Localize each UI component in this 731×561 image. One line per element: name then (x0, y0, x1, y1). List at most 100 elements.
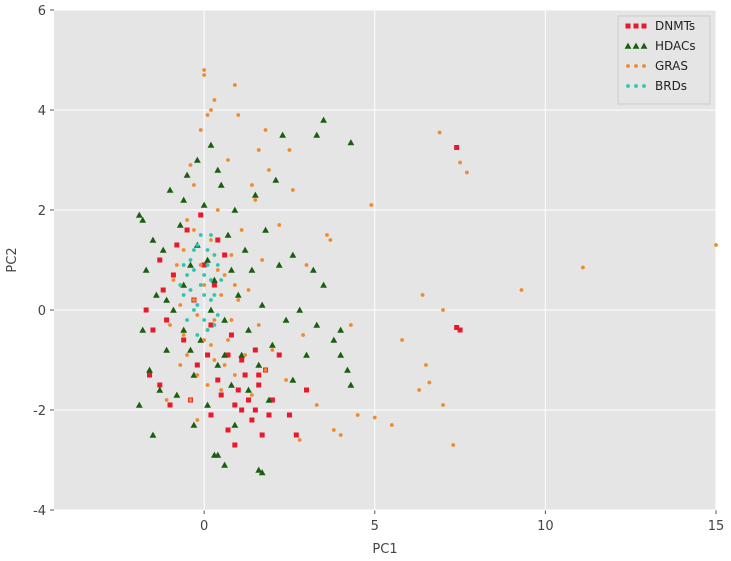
legend-marker-brds (642, 84, 646, 88)
data-point-dnmts (218, 392, 224, 398)
data-point-dnmts (150, 327, 156, 333)
series-brds (178, 233, 224, 337)
legend-marker-dnmts (633, 23, 639, 29)
data-point-brds (198, 283, 203, 287)
data-point-gras (205, 113, 210, 117)
data-point-brds (192, 308, 196, 312)
data-point-hdacs (166, 186, 174, 193)
data-point-dnmts (239, 407, 245, 413)
data-point-dnmts (239, 357, 245, 363)
legend-marker-hdacs (640, 42, 648, 49)
data-point-gras (232, 373, 237, 377)
data-point-hdacs (163, 346, 171, 353)
data-point-hdacs (207, 141, 215, 148)
y-tick-label: 4 (38, 104, 46, 119)
data-point-dnmts (276, 352, 282, 358)
data-point-gras (209, 238, 213, 242)
data-point-gras (284, 378, 288, 382)
data-point-hdacs (221, 316, 229, 323)
legend: DNMTs HDACs GRAS BRDs (617, 15, 711, 105)
data-point-gras (417, 388, 422, 392)
data-point-hdacs (309, 266, 317, 273)
data-point-hdacs (210, 276, 218, 283)
data-point-hdacs (289, 376, 297, 383)
data-point-gras (301, 333, 306, 337)
data-point-gras (287, 148, 292, 152)
data-point-dnmts (215, 377, 221, 383)
legend-label-dnmts: DNMTs (655, 19, 695, 33)
data-point-dnmts (157, 257, 163, 263)
grid-lines (50, 9, 717, 514)
data-point-hdacs (289, 251, 297, 258)
data-point-gras (304, 263, 309, 267)
data-point-hdacs (347, 139, 355, 146)
data-point-hdacs (180, 326, 188, 333)
data-point-gras (519, 288, 524, 292)
data-point-hdacs (214, 361, 222, 368)
data-point-hdacs (207, 306, 215, 313)
data-point-hdacs (139, 326, 147, 333)
data-point-brds (202, 293, 207, 297)
data-point-hdacs (156, 386, 164, 393)
data-point-brds (195, 243, 200, 247)
data-point-gras (226, 338, 230, 342)
legend-marker-dnmts (641, 23, 647, 29)
x-tick-label: 10 (537, 519, 554, 534)
legend-item-gras: GRAS (626, 59, 688, 73)
data-point-gras (212, 98, 217, 102)
x-tick-label: 0 (200, 519, 208, 534)
data-point-hdacs (245, 386, 252, 393)
data-point-gras (212, 318, 217, 322)
data-point-hdacs (255, 466, 263, 473)
data-point-dnmts (147, 372, 153, 378)
legend-marker-brds (634, 84, 638, 88)
y-tick-label: -2 (33, 404, 46, 419)
data-point-gras (178, 363, 183, 367)
data-point-gras (232, 283, 237, 287)
data-point-gras (424, 363, 428, 367)
data-point-gras (229, 253, 234, 257)
x-axis-label: PC1 (372, 542, 397, 557)
data-point-gras (263, 128, 268, 132)
data-point-gras (198, 263, 203, 267)
data-point-brds (192, 248, 196, 252)
data-point-hdacs (296, 306, 304, 313)
data-point-dnmts (252, 407, 258, 413)
legend-marker-dnmts (625, 23, 631, 29)
data-point-gras (185, 353, 189, 357)
data-point-dnmts (256, 372, 262, 378)
data-point-brds (205, 328, 210, 332)
data-point-hdacs (320, 116, 327, 123)
data-point-gras (195, 313, 200, 317)
data-point-hdacs (279, 131, 287, 138)
legend-marker-gras (626, 64, 630, 68)
data-point-hdacs (330, 336, 338, 343)
data-point-dnmts (225, 352, 231, 358)
data-point-dnmts (164, 317, 170, 323)
data-point-dnmts (143, 307, 149, 313)
data-point-brds (212, 323, 217, 327)
data-point-hdacs (187, 346, 194, 353)
data-point-hdacs (241, 246, 249, 253)
data-point-hdacs (163, 296, 171, 303)
data-point-gras (270, 348, 275, 352)
data-point-hdacs (248, 266, 256, 273)
data-point-hdacs (347, 381, 355, 388)
x-tick-label: 5 (371, 519, 379, 534)
data-point-hdacs (258, 469, 266, 476)
legend-item-dnmts: DNMTs (625, 19, 695, 33)
data-point-gras (181, 333, 186, 337)
data-point-gras (222, 273, 227, 277)
data-point-gras (297, 438, 302, 442)
legend-item-hdacs: HDACs (624, 39, 696, 53)
y-tick-label: 2 (38, 204, 46, 219)
data-point-hdacs (224, 231, 232, 238)
data-point-hdacs (255, 361, 263, 368)
data-point-gras (195, 373, 200, 377)
data-point-brds (209, 233, 213, 237)
data-point-gras (369, 203, 374, 207)
data-point-hdacs (180, 196, 188, 203)
data-point-gras (181, 248, 186, 252)
legend-item-brds: BRDs (626, 79, 687, 93)
data-point-gras (202, 283, 207, 287)
